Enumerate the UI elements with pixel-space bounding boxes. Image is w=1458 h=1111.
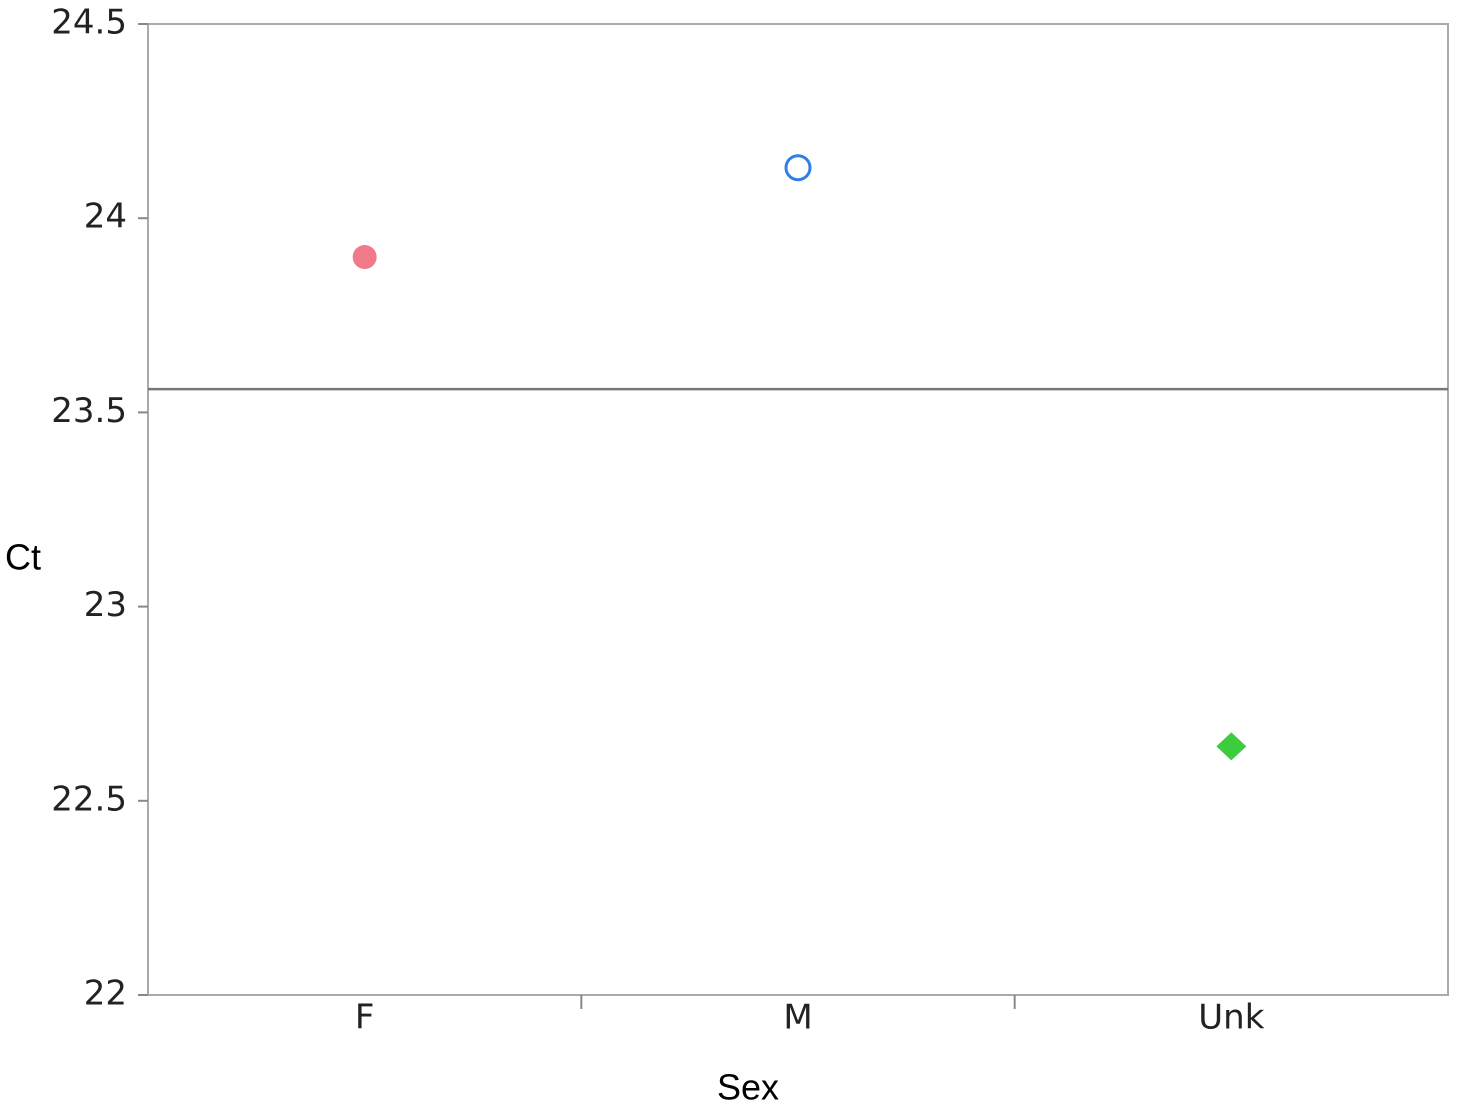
point (352, 245, 377, 270)
y-tick-label: 23.5 (51, 391, 127, 431)
y-axis-label: Ct (5, 537, 41, 578)
x-tick-label: F (355, 998, 375, 1038)
point (784, 154, 812, 182)
plot-frame (147, 23, 1449, 996)
y-tick-label: 24 (84, 197, 127, 237)
y-tick-label: 23 (84, 585, 127, 625)
x-axis-label: Sex (717, 1067, 779, 1108)
y-tick-label: 24.5 (51, 3, 127, 43)
y-tick-label: 22 (84, 974, 127, 1014)
x-tick-label: Unk (1198, 998, 1264, 1038)
point (1216, 732, 1247, 761)
y-tick-label: 22.5 (51, 779, 127, 819)
x-tick-label: M (783, 998, 812, 1038)
